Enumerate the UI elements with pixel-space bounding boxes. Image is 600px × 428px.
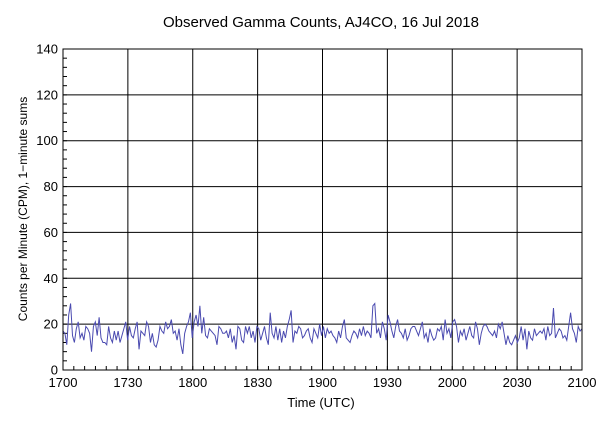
x-tick-labels: 1700 1730 1800 1830 1900 1930 2000 2030 2100 (49, 375, 597, 390)
y-tick-label: 120 (36, 87, 58, 102)
plot-frame (62, 48, 583, 371)
x-tick-label: 2100 (568, 375, 597, 390)
y-tick-label: 60 (44, 225, 58, 240)
y-tick-label: 40 (44, 271, 58, 286)
y-tick-label: 20 (44, 317, 58, 332)
x-tick-label: 1730 (113, 375, 142, 390)
x-grid (62, 49, 583, 370)
x-tick-label: 1830 (243, 375, 272, 390)
y-tick-label: 0 (51, 363, 58, 378)
x-tick-label: 1900 (308, 375, 337, 390)
chart-title: Observed Gamma Counts, AJ4CO, 16 Jul 201… (163, 14, 479, 31)
y-axis-label: Counts per Minute (CPM), 1−minute sums (16, 97, 30, 321)
y-tick-label: 80 (44, 179, 58, 194)
x-tick-label: 1700 (49, 375, 78, 390)
x-minor-ticks (62, 366, 583, 370)
y-tick-label: 140 (36, 42, 58, 57)
x-axis-label: Time (UTC) (287, 395, 354, 410)
x-tick-label: 1930 (373, 375, 402, 390)
y-minor-ticks (63, 48, 67, 371)
y-tick-labels: 0 20 40 60 80 100 120 140 (36, 42, 58, 378)
x-tick-label: 2030 (503, 375, 532, 390)
y-tick-label: 100 (36, 133, 58, 148)
x-tick-label: 2000 (438, 375, 467, 390)
series-line (62, 302, 583, 355)
x-tick-label: 1800 (178, 375, 207, 390)
